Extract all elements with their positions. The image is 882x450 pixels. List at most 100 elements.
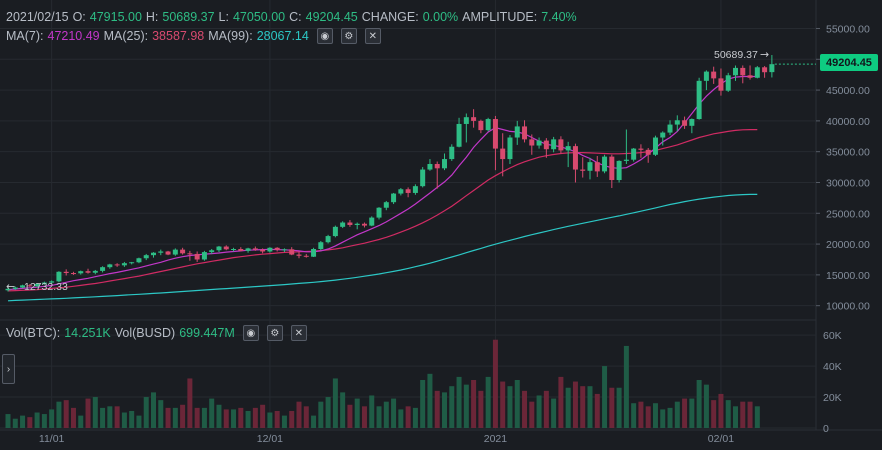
eye-icon[interactable]: ◉: [316, 28, 333, 44]
volume-bar: [696, 380, 702, 428]
candle-body: [536, 140, 542, 146]
volume-bar: [27, 417, 33, 428]
volume-bar: [660, 409, 666, 428]
volume-bar: [49, 409, 55, 428]
volume-bar: [391, 398, 397, 428]
volume-bar: [252, 407, 258, 428]
candle-body: [107, 264, 113, 268]
volume-bar: [667, 407, 673, 428]
volume-bar: [41, 414, 47, 428]
candle-body: [92, 270, 98, 273]
ma99-label: MA(99):: [208, 29, 253, 43]
candle-body: [463, 117, 469, 124]
candle-body: [558, 139, 564, 151]
close-icon[interactable]: ✕: [364, 28, 381, 44]
volume-bar: [201, 407, 207, 428]
candle-body: [398, 189, 404, 194]
candle-body: [347, 222, 353, 225]
volume-bar: [725, 400, 731, 428]
volume-bar: [456, 376, 462, 428]
candle-body: [492, 119, 498, 149]
volume-bar: [558, 376, 564, 428]
volume-bar: [580, 386, 586, 428]
settings-icon[interactable]: ⚙: [266, 325, 283, 341]
volume-bar: [500, 381, 506, 428]
volume-bar: [20, 415, 26, 428]
ohlc-legend: 2021/02/15 O: 47915.00 H: 50689.37 L: 47…: [6, 10, 581, 24]
candle-body: [383, 202, 389, 208]
candle-body: [296, 254, 302, 256]
candle-body: [361, 223, 367, 226]
volume-tick-label: 20K: [823, 392, 842, 404]
candle-body: [289, 249, 295, 255]
candle-body: [522, 126, 528, 140]
candle-body: [260, 249, 266, 252]
eye-icon[interactable]: ◉: [242, 325, 259, 341]
volume-bar: [63, 400, 69, 428]
candle-body: [747, 75, 753, 78]
volume-bar: [267, 412, 273, 428]
candle-body: [143, 255, 149, 259]
volume-bar: [158, 400, 164, 428]
candle-body: [180, 249, 186, 254]
candle-body: [602, 156, 608, 172]
ma-legend: MA(7): 47210.49 MA(25): 38587.98 MA(99):…: [6, 28, 385, 44]
candle-body: [369, 217, 375, 226]
volume-bar: [187, 378, 193, 428]
candle-body: [216, 246, 222, 251]
settings-icon[interactable]: ⚙: [340, 28, 357, 44]
ma7-label: MA(7):: [6, 29, 44, 43]
volume-bar: [136, 415, 142, 428]
candle-body: [543, 140, 549, 150]
candle-body: [769, 64, 775, 73]
candle-body: [427, 164, 433, 170]
volume-bar: [405, 406, 411, 428]
volume-bar: [718, 393, 724, 428]
volume-bar: [325, 397, 331, 428]
volume-bar: [747, 401, 753, 428]
open-label: O:: [72, 10, 86, 24]
low-marker-arrow-icon: ←: [6, 280, 15, 293]
candle-body: [27, 285, 33, 287]
candle-body: [49, 281, 55, 283]
candle-body: [434, 164, 440, 169]
volume-bar: [85, 398, 91, 428]
volume-bar: [689, 398, 695, 428]
candle-body: [551, 139, 557, 150]
ma7-line: [7, 75, 758, 291]
price-tick-label: 20000.00: [826, 239, 870, 251]
candle-body: [151, 252, 156, 256]
volume-bar: [522, 390, 528, 428]
volume-bar: [711, 400, 717, 428]
candle-body: [121, 263, 127, 266]
candle-body: [631, 148, 637, 160]
ma25-label: MA(25):: [103, 29, 149, 43]
price-tick-label: 35000.00: [826, 147, 870, 159]
candle-date: 2021/02/15: [6, 10, 69, 24]
volume-bar: [449, 386, 455, 428]
close-label: C:: [289, 10, 302, 24]
volume-tick-label: 0: [823, 423, 829, 435]
candle-body: [420, 169, 426, 187]
candle-body: [733, 67, 738, 76]
volume-bar: [165, 407, 171, 428]
expand-panel-chevron-icon[interactable]: ›: [2, 354, 15, 384]
candle-body: [318, 242, 324, 250]
candle-body: [412, 186, 418, 193]
close-icon[interactable]: ✕: [290, 325, 307, 341]
candle-body: [34, 283, 40, 287]
amplitude-label: AMPLITUDE:: [462, 10, 538, 24]
candle-body: [274, 247, 280, 250]
change-value: 0.00%: [422, 10, 459, 24]
volume-bar: [121, 412, 127, 428]
candle-body: [514, 126, 520, 138]
volume-bar: [398, 409, 404, 428]
volume-bar: [594, 393, 600, 428]
low-value: 47050.00: [232, 10, 286, 24]
candle-body: [245, 248, 251, 251]
volume-bar: [231, 409, 237, 428]
candle-body: [740, 67, 746, 76]
volume-bar: [340, 392, 346, 428]
candle-body: [114, 264, 120, 266]
